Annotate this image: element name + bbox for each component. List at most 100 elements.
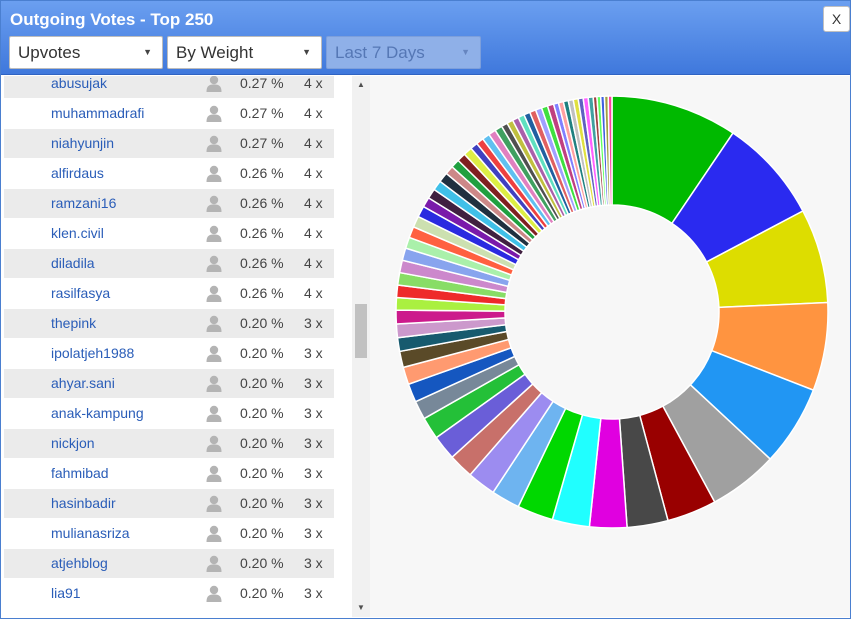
- voter-name-link[interactable]: alfirdaus: [42, 159, 198, 188]
- arrow-up-icon[interactable]: ▲: [357, 80, 365, 89]
- user-silhouette-icon: [206, 165, 222, 182]
- row-spacer: [4, 309, 42, 338]
- vote-type-value: Upvotes: [18, 43, 81, 62]
- list-item[interactable]: hasinbadir 0.20 % 3 x: [4, 489, 334, 519]
- list-item[interactable]: ahyar.sani 0.20 % 3 x: [4, 369, 334, 399]
- vote-percent: 0.20 %: [230, 549, 294, 578]
- vote-count: 3 x: [294, 399, 334, 428]
- vote-type-select[interactable]: Upvotes ▼: [9, 36, 163, 69]
- row-spacer: [4, 489, 42, 518]
- list-item[interactable]: anak-kampung 0.20 % 3 x: [4, 399, 334, 429]
- vote-count: 4 x: [294, 159, 334, 188]
- voter-name-link[interactable]: lia91: [42, 579, 198, 608]
- row-spacer: [4, 99, 42, 128]
- user-cell: [198, 369, 230, 398]
- row-spacer: [4, 159, 42, 188]
- user-cell: [198, 189, 230, 218]
- user-cell: [198, 519, 230, 548]
- voter-name-link[interactable]: ramzani16: [42, 189, 198, 218]
- vote-percent: 0.26 %: [230, 159, 294, 188]
- voter-name-link[interactable]: atjehblog: [42, 549, 198, 578]
- list-item[interactable]: alfirdaus 0.26 % 4 x: [4, 159, 334, 189]
- user-silhouette-icon: [206, 405, 222, 422]
- list-item[interactable]: thepink 0.20 % 3 x: [4, 309, 334, 339]
- voter-name-link[interactable]: hasinbadir: [42, 489, 198, 518]
- vote-count: 3 x: [294, 339, 334, 368]
- user-silhouette-icon: [206, 195, 222, 212]
- list-item[interactable]: fahmibad 0.20 % 3 x: [4, 459, 334, 489]
- vote-count: 4 x: [294, 189, 334, 218]
- period-value: Last 7 Days: [335, 43, 425, 62]
- row-spacer: [4, 399, 42, 428]
- vote-percent: 0.26 %: [230, 189, 294, 218]
- user-silhouette-icon: [206, 225, 222, 242]
- dialog-header: Outgoing Votes - Top 250 X Upvotes ▼ By …: [1, 1, 850, 75]
- voter-name-link[interactable]: muhammadrafi: [42, 99, 198, 128]
- votes-list[interactable]: abusujak 0.27 % 4 x muhammadrafi 0.27 % 4 x ni…: [4, 76, 334, 616]
- voter-name-link[interactable]: rasilfasya: [42, 279, 198, 308]
- user-silhouette-icon: [206, 585, 222, 602]
- row-spacer: [4, 219, 42, 248]
- votes-donut-chart-area: [370, 76, 850, 617]
- list-item[interactable]: klen.civil 0.26 % 4 x: [4, 219, 334, 249]
- sort-select[interactable]: By Weight ▼: [167, 36, 322, 69]
- voter-name-link[interactable]: diladila: [42, 249, 198, 278]
- vote-percent: 0.20 %: [230, 399, 294, 428]
- user-cell: [198, 159, 230, 188]
- close-button[interactable]: X: [823, 6, 850, 32]
- list-item[interactable]: lia91 0.20 % 3 x: [4, 579, 334, 609]
- voter-name-link[interactable]: klen.civil: [42, 219, 198, 248]
- voter-name-link[interactable]: anak-kampung: [42, 399, 198, 428]
- user-silhouette-icon: [206, 465, 222, 482]
- user-cell: [198, 219, 230, 248]
- voter-name-link[interactable]: mulianasriza: [42, 519, 198, 548]
- vote-percent: 0.20 %: [230, 369, 294, 398]
- vote-percent: 0.27 %: [230, 76, 294, 98]
- list-item[interactable]: mulianasriza 0.20 % 3 x: [4, 519, 334, 549]
- sort-value: By Weight: [176, 43, 254, 62]
- voter-name-link[interactable]: niahyunjin: [42, 129, 198, 158]
- vote-count: 3 x: [294, 369, 334, 398]
- row-spacer: [4, 279, 42, 308]
- voter-name-link[interactable]: ahyar.sani: [42, 369, 198, 398]
- row-spacer: [4, 369, 42, 398]
- row-spacer: [4, 549, 42, 578]
- list-item[interactable]: atjehblog 0.20 % 3 x: [4, 549, 334, 579]
- user-silhouette-icon: [206, 285, 222, 302]
- row-spacer: [4, 339, 42, 368]
- user-cell: [198, 249, 230, 278]
- list-item[interactable]: rasilfasya 0.26 % 4 x: [4, 279, 334, 309]
- chevron-down-icon: ▼: [143, 47, 152, 57]
- vote-percent: 0.26 %: [230, 219, 294, 248]
- voter-name-link[interactable]: thepink: [42, 309, 198, 338]
- voter-name-link[interactable]: abusujak: [42, 76, 198, 98]
- list-item[interactable]: abusujak 0.27 % 4 x: [4, 76, 334, 99]
- list-item[interactable]: diladila 0.26 % 4 x: [4, 249, 334, 279]
- scrollbar-thumb[interactable]: [355, 304, 367, 358]
- user-cell: [198, 549, 230, 578]
- vote-percent: 0.26 %: [230, 249, 294, 278]
- user-silhouette-icon: [206, 315, 222, 332]
- vote-count: 3 x: [294, 309, 334, 338]
- row-spacer: [4, 579, 42, 608]
- vote-percent: 0.20 %: [230, 579, 294, 608]
- list-item[interactable]: ipolatjeh1988 0.20 % 3 x: [4, 339, 334, 369]
- vote-percent: 0.20 %: [230, 309, 294, 338]
- voter-name-link[interactable]: nickjon: [42, 429, 198, 458]
- user-silhouette-icon: [206, 345, 222, 362]
- arrow-down-icon[interactable]: ▼: [357, 603, 365, 612]
- user-silhouette-icon: [206, 495, 222, 512]
- list-scrollbar[interactable]: ▲ ▼: [352, 76, 370, 617]
- list-item[interactable]: nickjon 0.20 % 3 x: [4, 429, 334, 459]
- vote-count: 4 x: [294, 249, 334, 278]
- voter-name-link[interactable]: fahmibad: [42, 459, 198, 488]
- list-item[interactable]: ramzani16 0.26 % 4 x: [4, 189, 334, 219]
- row-spacer: [4, 459, 42, 488]
- user-silhouette-icon: [206, 525, 222, 542]
- donut-slice-67[interactable]: [607, 95, 613, 206]
- list-item[interactable]: niahyunjin 0.27 % 4 x: [4, 129, 334, 159]
- user-silhouette-icon: [206, 105, 222, 122]
- vote-percent: 0.20 %: [230, 339, 294, 368]
- voter-name-link[interactable]: ipolatjeh1988: [42, 339, 198, 368]
- list-item[interactable]: muhammadrafi 0.27 % 4 x: [4, 99, 334, 129]
